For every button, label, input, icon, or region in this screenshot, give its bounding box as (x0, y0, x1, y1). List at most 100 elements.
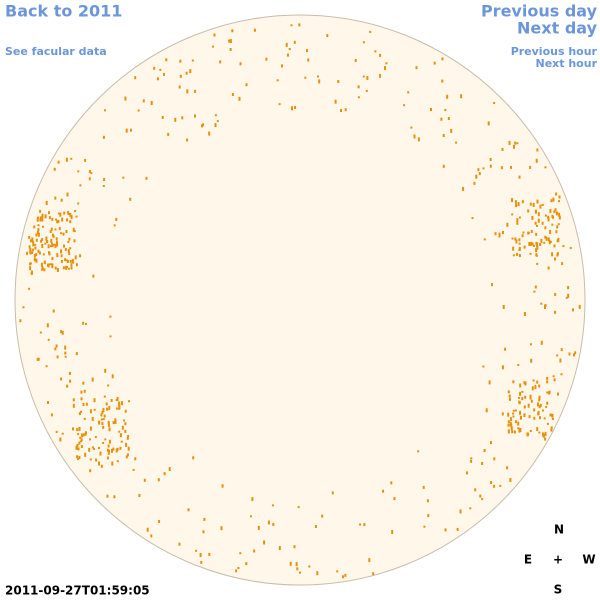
facula (194, 89, 197, 93)
facula (45, 365, 48, 368)
facula (574, 351, 577, 355)
previous-hour-link[interactable]: Previous hour (511, 45, 598, 58)
facula (72, 403, 75, 408)
facula (533, 244, 535, 247)
facula (536, 262, 539, 265)
facula (63, 244, 65, 248)
facula (314, 525, 317, 528)
facula (77, 433, 80, 436)
facula (56, 355, 59, 359)
facula (118, 430, 121, 433)
facula (43, 268, 46, 272)
facula (212, 45, 214, 48)
facula (546, 380, 549, 384)
facula (540, 340, 543, 345)
facula (521, 234, 524, 238)
facula (75, 215, 78, 218)
facula (129, 197, 132, 201)
facula (527, 209, 530, 213)
facula (359, 523, 362, 526)
facula (72, 398, 75, 402)
facula (555, 192, 558, 196)
facula (33, 225, 36, 229)
facula (79, 254, 82, 258)
facula (512, 415, 515, 418)
facula (186, 138, 189, 142)
facula (126, 436, 129, 440)
facular-link[interactable]: See facular data (5, 45, 107, 58)
facula (208, 131, 211, 136)
facula (298, 23, 301, 27)
facula (523, 312, 526, 316)
facula (515, 203, 518, 208)
facula (444, 528, 447, 532)
facula (384, 66, 386, 71)
facula (365, 89, 368, 92)
facula (146, 527, 149, 532)
facula (99, 451, 102, 456)
facula (80, 390, 83, 394)
facula (66, 260, 69, 263)
facula (501, 412, 504, 416)
facula (115, 407, 118, 410)
facula (126, 453, 129, 457)
facula (195, 549, 198, 552)
facula (508, 394, 511, 398)
facula (75, 445, 78, 450)
facula (110, 399, 113, 402)
facula (83, 417, 86, 420)
previous-day-link[interactable]: Previous day (481, 2, 598, 21)
facula (102, 418, 105, 421)
facula (89, 426, 92, 431)
next-day-link[interactable]: Next day (517, 19, 598, 38)
facula (137, 109, 140, 112)
facula (278, 103, 281, 106)
facula (501, 147, 504, 151)
facula (103, 414, 106, 418)
facula (539, 204, 542, 209)
facula (478, 172, 481, 176)
next-hour-link[interactable]: Next hour (536, 57, 598, 70)
facula (68, 371, 71, 375)
facula (36, 217, 39, 222)
facula (67, 240, 70, 243)
facula (116, 460, 119, 463)
facula (278, 546, 281, 551)
facula (556, 253, 559, 257)
facula (470, 457, 473, 460)
facula (518, 401, 521, 405)
facula (245, 562, 248, 566)
facula (57, 160, 60, 164)
facula (167, 132, 170, 136)
facula (69, 247, 72, 250)
facula (344, 573, 347, 577)
facula (344, 108, 347, 112)
compass-south: S (554, 583, 563, 597)
facula (231, 93, 234, 96)
facula (289, 561, 292, 566)
facula (518, 238, 521, 242)
facula (59, 437, 62, 442)
facula (106, 407, 109, 411)
facula (181, 116, 184, 120)
facula (551, 413, 554, 418)
facula (544, 431, 547, 436)
facula (521, 397, 524, 401)
facula (19, 319, 22, 323)
facula (66, 218, 69, 222)
facula (534, 221, 537, 225)
facula (507, 420, 510, 424)
facula (75, 263, 78, 267)
facula (544, 235, 547, 239)
facula (106, 494, 109, 498)
facula (28, 235, 31, 239)
facula (534, 385, 537, 389)
facula (531, 386, 534, 391)
facula (544, 305, 546, 309)
facula (511, 198, 513, 203)
facula (142, 99, 145, 103)
facula (66, 384, 69, 388)
back-link[interactable]: Back to 2011 (5, 2, 122, 21)
facula (544, 166, 547, 169)
facula (543, 417, 546, 420)
